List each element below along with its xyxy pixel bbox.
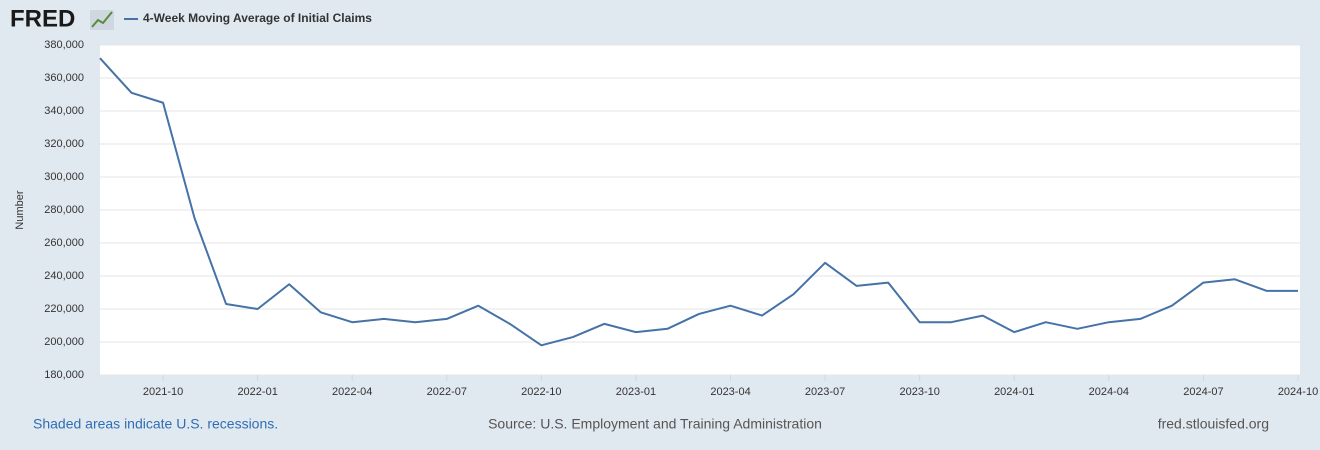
x-tick-label: 2024-04 [1089,386,1129,398]
x-tick-label: 2024-07 [1183,386,1223,398]
y-tick-label: 180,000 [44,369,84,381]
x-tick-label: 2023-10 [899,386,939,398]
x-tick-label: 2022-01 [237,386,277,398]
x-tick-label: 2023-01 [616,386,656,398]
x-tick-label: 2023-07 [805,386,845,398]
y-tick-label: 280,000 [44,204,84,216]
logo-icon-line [91,11,113,28]
y-axis-label: Number [14,190,26,229]
x-tick-label: 2024-10 [1278,386,1318,398]
x-tick-label: 2024-01 [994,386,1034,398]
y-tick-label: 260,000 [44,237,84,249]
x-tick-label: 2022-04 [332,386,372,398]
y-tick-label: 380,000 [44,39,84,51]
y-tick-label: 340,000 [44,105,84,117]
series-line [99,57,1298,347]
site-link[interactable]: fred.stlouisfed.org [1158,416,1269,432]
recession-note[interactable]: Shaded areas indicate U.S. recessions. [33,416,278,432]
logo-icon [90,10,114,30]
y-tick-label: 220,000 [44,303,84,315]
x-tick-label: 2021-10 [143,386,183,398]
y-tick-label: 320,000 [44,138,84,150]
y-tick-label: 300,000 [44,171,84,183]
x-tick-label: 2022-07 [427,386,467,398]
logo: FRED [10,5,75,32]
y-tick-label: 360,000 [44,72,84,84]
y-tick-label: 240,000 [44,270,84,282]
legend-label: 4-Week Moving Average of Initial Claims [143,11,372,25]
x-tick-label: 2023-04 [710,386,750,398]
source: Source: U.S. Employment and Training Adm… [488,416,822,432]
y-tick-label: 200,000 [44,336,84,348]
x-tick-label: 2022-10 [521,386,561,398]
